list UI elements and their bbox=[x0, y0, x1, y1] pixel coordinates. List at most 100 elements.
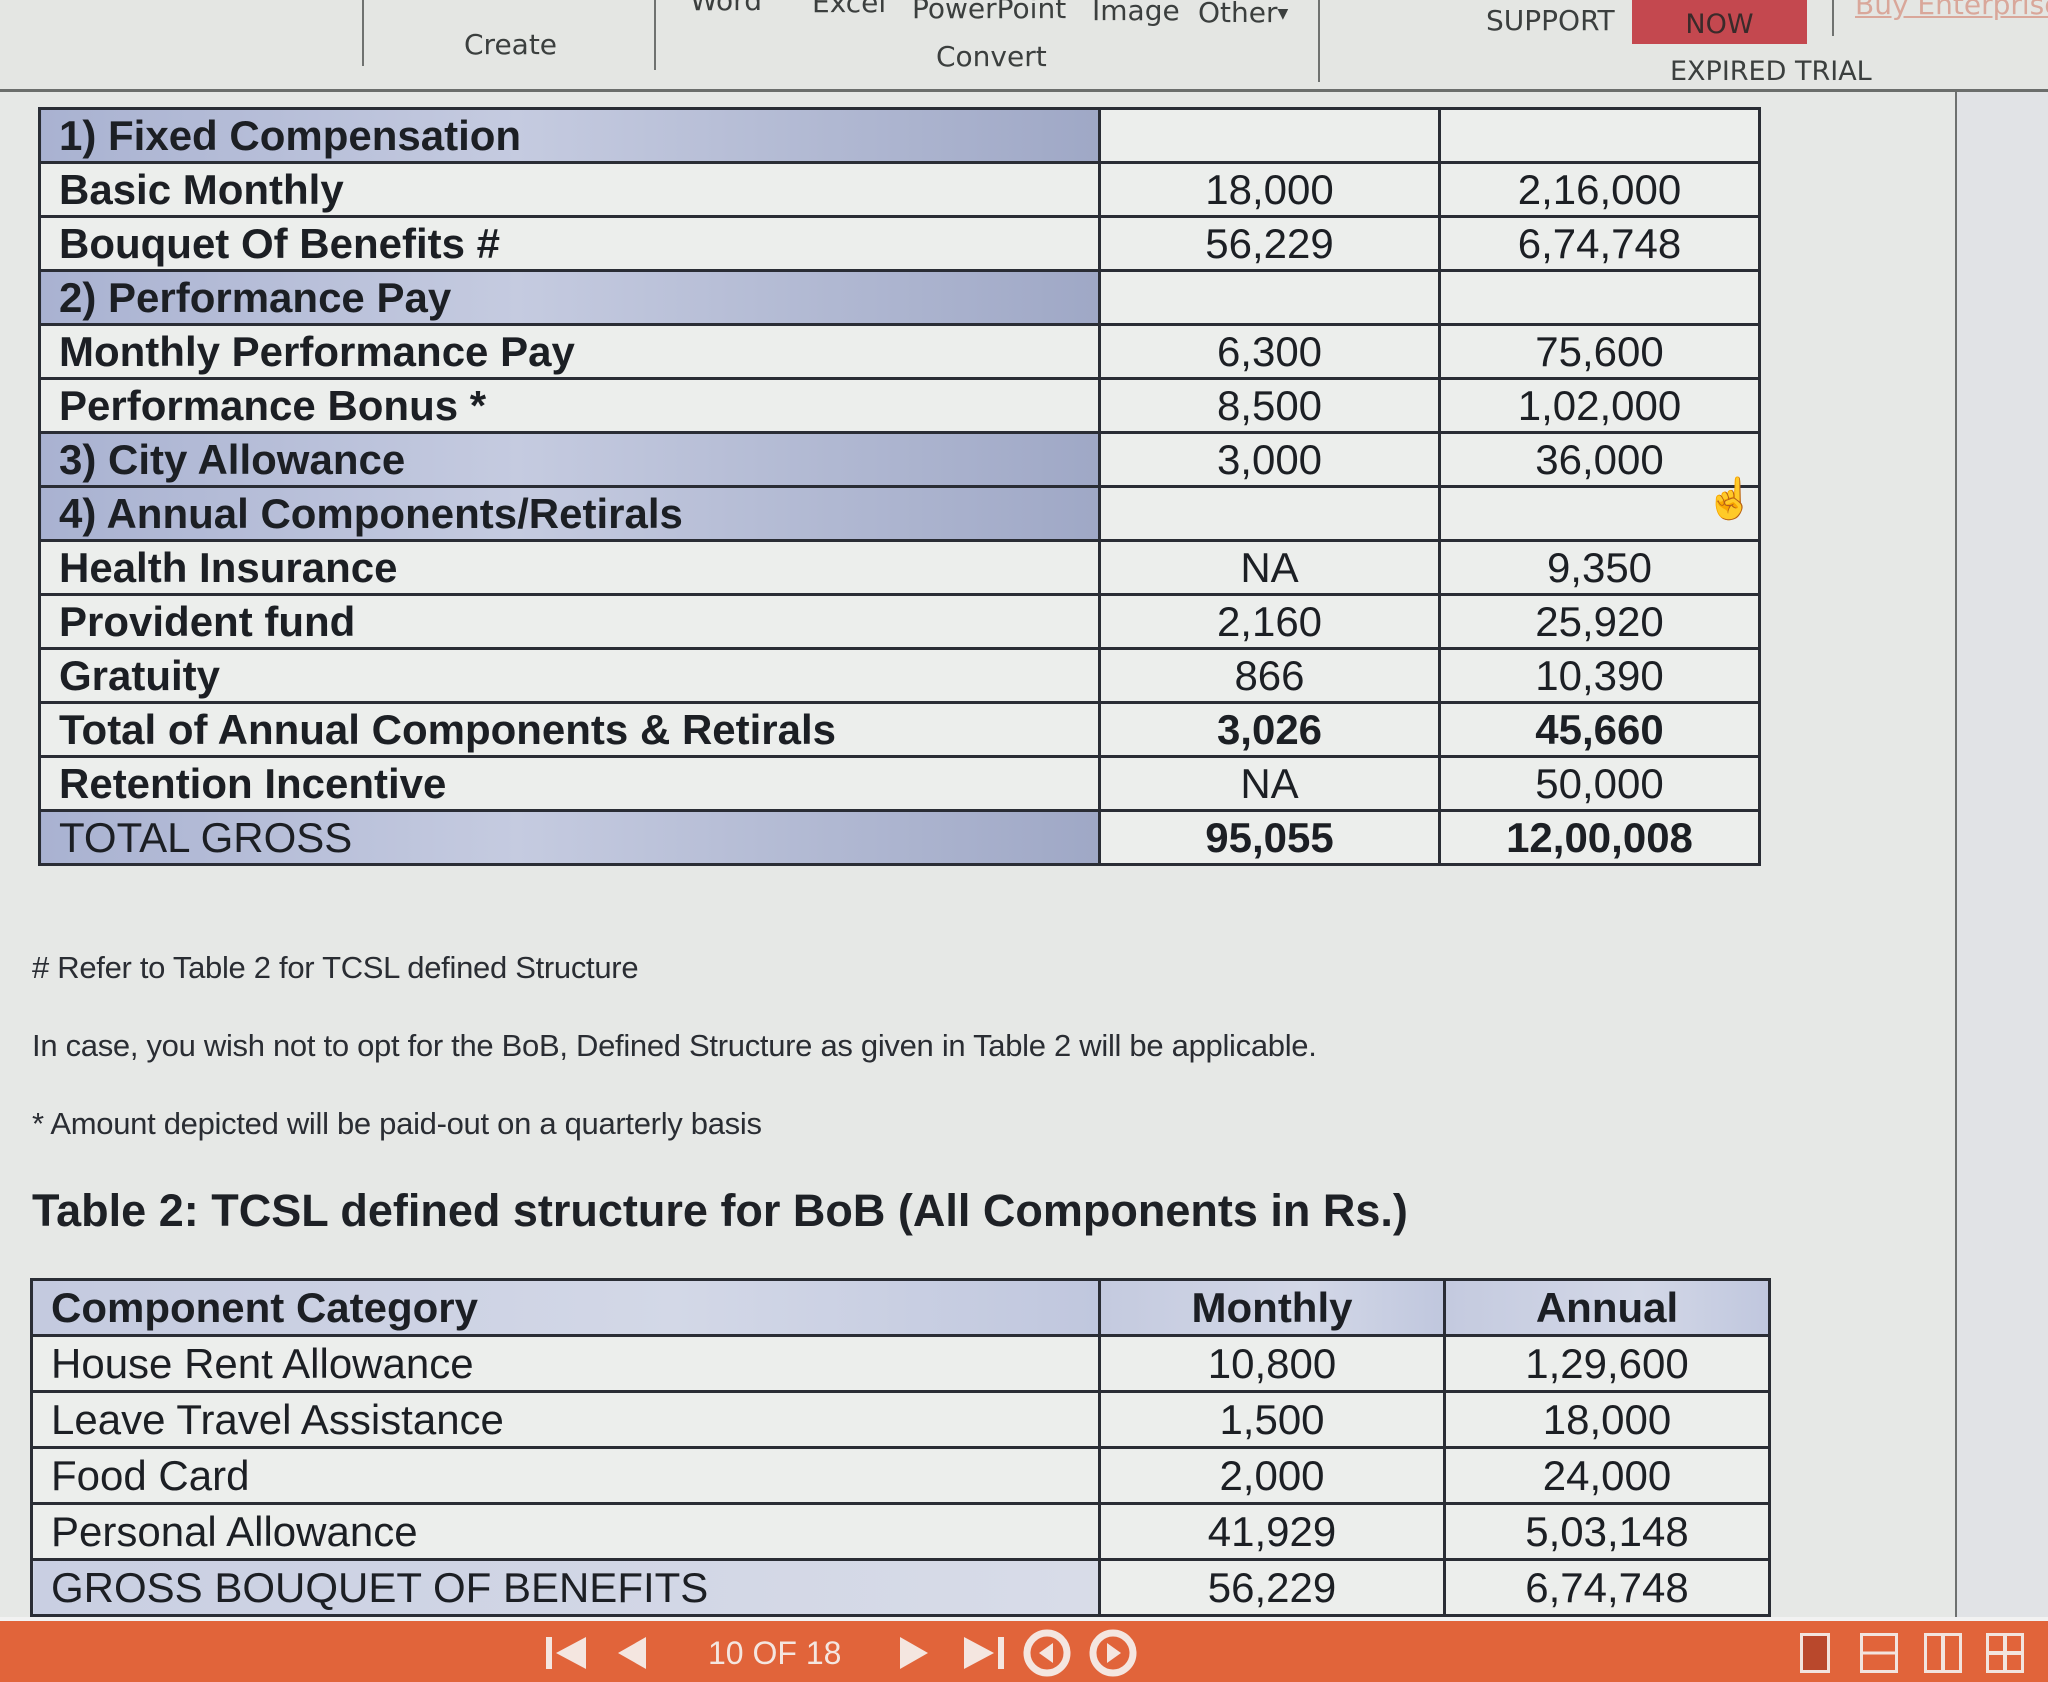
convert-word-button[interactable]: Word bbox=[690, 0, 762, 17]
next-page-icon bbox=[900, 1637, 928, 1669]
monthly-value: 95,055 bbox=[1098, 809, 1441, 866]
annual-value bbox=[1438, 485, 1761, 542]
monthly-value: 866 bbox=[1098, 647, 1441, 704]
row-label: Retention Incentive bbox=[38, 755, 1101, 812]
monthly-value: 2,160 bbox=[1098, 593, 1441, 650]
table-row: Leave Travel Assistance 1,500 18,000 bbox=[30, 1390, 1771, 1449]
buy-enterprise-link[interactable]: Buy Enterprise bbox=[1855, 0, 2048, 21]
table-row-performance-pay: 2) Performance Pay bbox=[38, 269, 1761, 326]
monthly-value: 8,500 bbox=[1098, 377, 1441, 434]
back-button[interactable] bbox=[1022, 1629, 1072, 1677]
hand-cursor-icon: ☝ bbox=[1705, 477, 1755, 521]
annual-value: 2,16,000 bbox=[1438, 161, 1761, 218]
row-label: Leave Travel Assistance bbox=[30, 1390, 1101, 1449]
monthly-value: 10,800 bbox=[1098, 1334, 1446, 1393]
row-label: Personal Allowance bbox=[30, 1502, 1101, 1561]
annual-value: 9,350 bbox=[1438, 539, 1761, 596]
table-row: Personal Allowance 41,929 5,03,148 bbox=[30, 1502, 1771, 1561]
table-row: Basic Monthly 18,000 2,16,000 bbox=[38, 161, 1761, 218]
monthly-value: 56,229 bbox=[1098, 1558, 1446, 1617]
convert-powerpoint-button[interactable]: PowerPoint bbox=[912, 0, 1067, 25]
table-row: House Rent Allowance 10,800 1,29,600 bbox=[30, 1334, 1771, 1393]
toolbar-separator bbox=[1318, 0, 1320, 82]
monthly-value: 18,000 bbox=[1098, 161, 1441, 218]
monthly-value: NA bbox=[1098, 755, 1441, 812]
header-category: Component Category bbox=[30, 1278, 1101, 1337]
annual-value: 45,660 bbox=[1438, 701, 1761, 758]
row-label: Total of Annual Components & Retirals bbox=[38, 701, 1101, 758]
row-label: 4) Annual Components/Retirals bbox=[38, 485, 1101, 542]
row-label: Performance Bonus * bbox=[38, 377, 1101, 434]
table-row: Retention Incentive NA 50,000 bbox=[38, 755, 1761, 812]
support-button[interactable]: SUPPORT bbox=[1486, 4, 1615, 37]
convert-excel-button[interactable]: Excel bbox=[812, 0, 887, 19]
buy-now-button[interactable]: NOW bbox=[1632, 0, 1807, 44]
monthly-value: 56,229 bbox=[1098, 215, 1441, 272]
table2-title: Table 2: TCSL defined structure for BoB … bbox=[32, 1185, 1408, 1236]
page-navigation-bar: 10 OF 18 bbox=[0, 1617, 2048, 1682]
table-row-total-gross: TOTAL GROSS 95,055 12,00,008 bbox=[38, 809, 1761, 866]
forward-circle-icon bbox=[1089, 1629, 1137, 1677]
annual-value: 1,02,000 bbox=[1438, 377, 1761, 434]
monthly-value: 3,026 bbox=[1098, 701, 1441, 758]
row-label: Food Card bbox=[30, 1446, 1101, 1505]
annual-value: 6,74,748 bbox=[1438, 215, 1761, 272]
forward-button[interactable] bbox=[1088, 1629, 1138, 1677]
footnote-opt-out: In case, you wish not to opt for the BoB… bbox=[32, 1028, 1317, 1063]
back-circle-icon bbox=[1023, 1629, 1071, 1677]
last-page-button[interactable] bbox=[954, 1629, 1010, 1677]
table-row-annual-components: 4) Annual Components/Retirals bbox=[38, 485, 1761, 542]
expired-trial-label: EXPIRED TRIAL bbox=[1670, 56, 1872, 87]
annual-value: 75,600 bbox=[1438, 323, 1761, 380]
document-page: 1) Fixed Compensation Basic Monthly 18,0… bbox=[0, 95, 1955, 1617]
bob-structure-table: Component Category Monthly Annual House … bbox=[30, 1278, 1771, 1617]
last-page-icon bbox=[964, 1637, 1004, 1669]
annual-value: 25,920 bbox=[1438, 593, 1761, 650]
buy-now-label: NOW bbox=[1685, 9, 1754, 40]
table-row: Food Card 2,000 24,000 bbox=[30, 1446, 1771, 1505]
first-page-button[interactable] bbox=[540, 1629, 596, 1677]
annual-value: 5,03,148 bbox=[1443, 1502, 1771, 1561]
annual-value: 24,000 bbox=[1443, 1446, 1771, 1505]
table-row: Monthly Performance Pay 6,300 75,600 bbox=[38, 323, 1761, 380]
annual-value bbox=[1438, 269, 1761, 326]
footnote-bob-reference: # Refer to Table 2 for TCSL defined Stru… bbox=[32, 950, 639, 985]
table-row: Bouquet Of Benefits # 56,229 6,74,748 bbox=[38, 215, 1761, 272]
toolbar-separator bbox=[362, 0, 364, 66]
row-label: Basic Monthly bbox=[38, 161, 1101, 218]
table-row: Health Insurance NA 9,350 bbox=[38, 539, 1761, 596]
next-page-button[interactable] bbox=[894, 1629, 934, 1677]
prev-page-button[interactable] bbox=[612, 1629, 652, 1677]
annual-value: 50,000 bbox=[1438, 755, 1761, 812]
compensation-table: 1) Fixed Compensation Basic Monthly 18,0… bbox=[38, 107, 1761, 866]
create-button[interactable]: Create bbox=[464, 28, 558, 61]
row-label: Health Insurance bbox=[38, 539, 1101, 596]
table-row-total-annual-components: Total of Annual Components & Retirals 3,… bbox=[38, 701, 1761, 758]
chevron-down-icon: ▼ bbox=[1277, 6, 1289, 22]
row-label: House Rent Allowance bbox=[30, 1334, 1101, 1393]
row-label: 1) Fixed Compensation bbox=[38, 107, 1101, 164]
prev-page-icon bbox=[618, 1637, 646, 1669]
table-row: Provident fund 2,160 25,920 bbox=[38, 593, 1761, 650]
monthly-value: 41,929 bbox=[1098, 1502, 1446, 1561]
row-label: 2) Performance Pay bbox=[38, 269, 1101, 326]
grid-view-button[interactable] bbox=[1986, 1633, 2024, 1673]
annual-value: 12,00,008 bbox=[1438, 809, 1761, 866]
convert-other-label: Other bbox=[1198, 0, 1278, 29]
single-page-view-button[interactable] bbox=[1800, 1633, 1830, 1673]
header-monthly: Monthly bbox=[1098, 1278, 1446, 1337]
row-label: GROSS BOUQUET OF BENEFITS bbox=[30, 1558, 1101, 1617]
toolbar-separator bbox=[1832, 0, 1834, 36]
convert-other-dropdown[interactable]: Other▼ bbox=[1198, 0, 1288, 29]
annual-value: 18,000 bbox=[1443, 1390, 1771, 1449]
two-page-view-button[interactable] bbox=[1924, 1633, 1962, 1673]
convert-image-button[interactable]: Image bbox=[1092, 0, 1180, 27]
ribbon-toolbar: Create Word Excel PowerPoint Image Other… bbox=[0, 0, 2048, 92]
header-annual: Annual bbox=[1443, 1278, 1771, 1337]
monthly-value: 3,000 bbox=[1098, 431, 1441, 488]
table-row-city-allowance: 3) City Allowance 3,000 36,000 bbox=[38, 431, 1761, 488]
row-label: TOTAL GROSS bbox=[38, 809, 1101, 866]
continuous-view-button[interactable] bbox=[1860, 1633, 1898, 1673]
first-page-icon bbox=[546, 1637, 586, 1669]
page-indicator: 10 OF 18 bbox=[708, 1635, 842, 1671]
